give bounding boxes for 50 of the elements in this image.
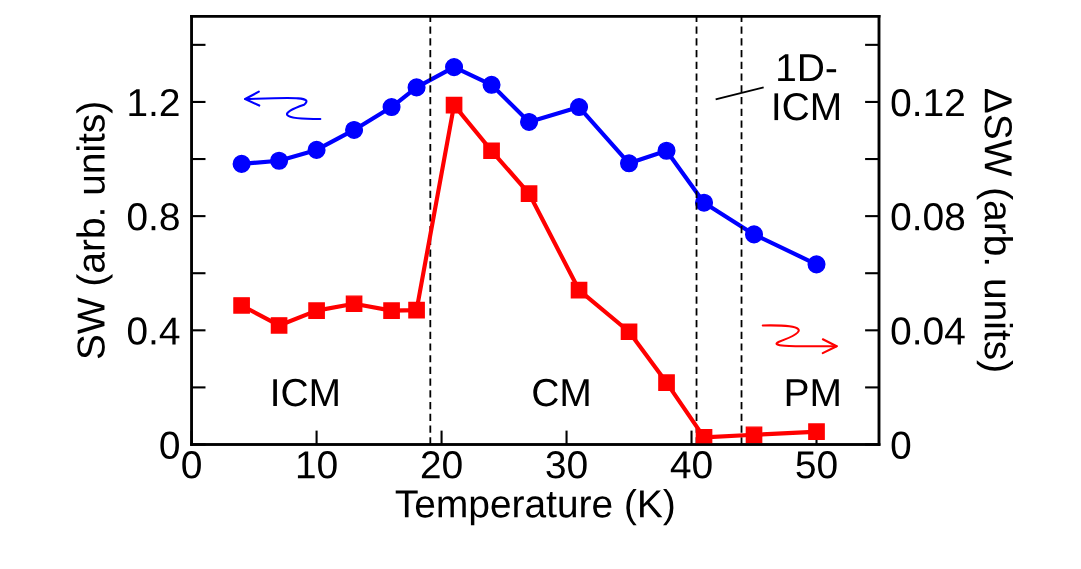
point [408,301,425,319]
point [232,154,251,173]
point [270,151,289,170]
point [570,281,588,299]
point [445,58,464,77]
point [308,302,325,319]
y2-tick-label: 0.12 [891,88,964,117]
point [744,225,764,244]
annotation: CM [533,378,589,407]
point [270,317,288,334]
point [345,295,363,313]
x-axis-title: Temperature (K) [395,489,674,526]
point [808,423,825,440]
point [745,426,763,444]
point [407,78,426,97]
x-tick-label: 10 [297,451,337,479]
point [520,112,539,131]
point [620,154,639,173]
y2-tick-label: 0.04 [891,317,965,345]
point [483,142,500,160]
x-tick-label: 50 [796,451,837,479]
point [694,193,714,212]
point [570,98,589,117]
point [620,323,638,341]
y-tick-label: 0.8 [127,203,179,231]
point [658,374,675,391]
annotation: PM [786,379,839,407]
y-tick-label: 1.2 [129,88,179,117]
x-tick-label: 0 [182,451,201,479]
y2-tick-label: 0 [891,431,911,459]
annotation: ICM [273,378,338,407]
point [383,302,400,319]
x-tick-label: 20 [421,451,462,479]
point [382,98,401,117]
point [807,255,826,274]
y2-tick-label: 0.08 [891,203,965,231]
point [482,75,501,94]
y-tick-label: 0 [160,431,179,459]
y-axis-title: SW (arb. units) [76,103,113,359]
y-tick-label: 0.4 [127,317,180,345]
point [520,185,538,202]
point [445,96,463,114]
point [307,140,326,159]
point [345,120,364,139]
x-tick-label: 40 [670,451,712,479]
annotation: 1D- ICM [774,54,839,121]
y2-axis-title: ΔSW (arb. units) [976,88,1014,371]
point [233,297,250,314]
x-tick-label: 30 [546,451,587,479]
point [657,141,676,160]
